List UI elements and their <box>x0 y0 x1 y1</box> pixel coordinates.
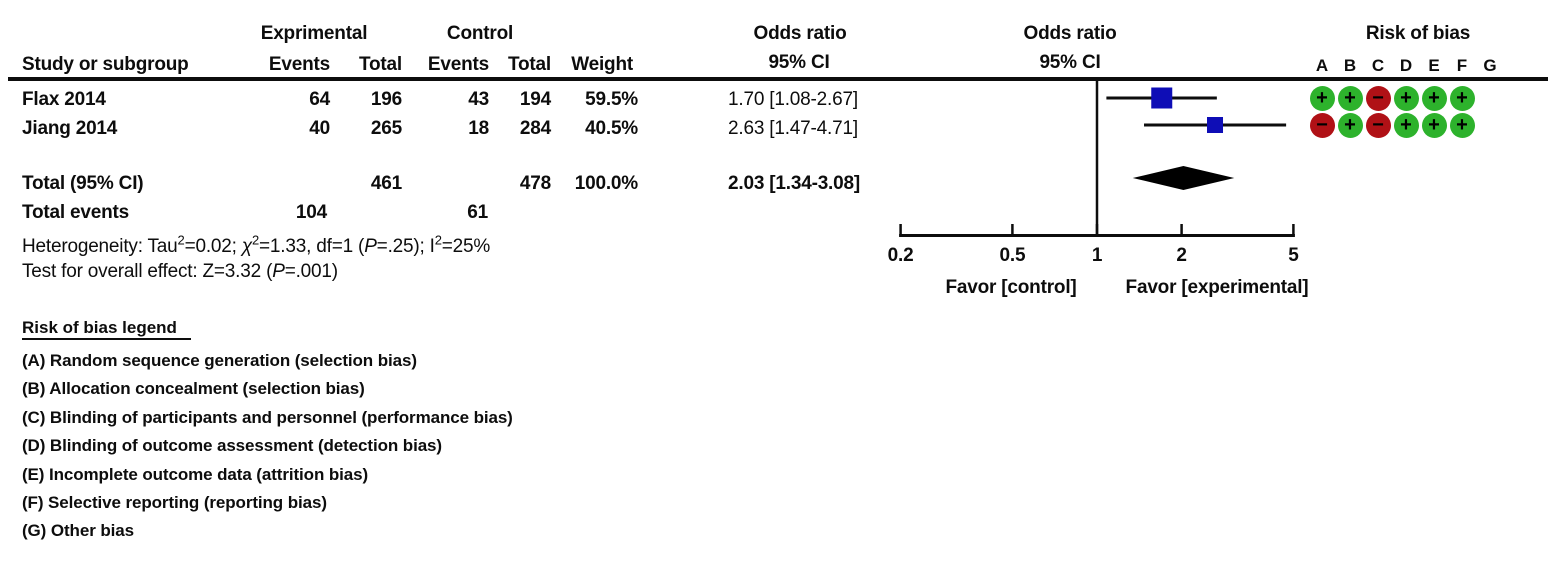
odds-ratio-text-col-header-line2: 95% CI <box>768 52 830 73</box>
total-ctrl-total: 478 <box>519 173 551 194</box>
risk-of-bias-legend-title-text: Risk of bias legend <box>22 318 191 340</box>
exp-events-value: 40 <box>309 118 330 139</box>
axis-tick-label: 2 <box>1176 245 1187 266</box>
legend-item-key: (B) <box>22 379 46 399</box>
ctrl-total-value: 194 <box>519 89 551 110</box>
axis-tick-label: 1 <box>1091 245 1103 266</box>
exp-total-column-header: Total <box>359 54 402 75</box>
risk-of-bias-legend-title: Risk of bias legend <box>22 318 191 340</box>
ctrl-total-column-header: Total <box>508 54 551 75</box>
control-group-header: Control <box>446 23 514 44</box>
legend-item: (D) Blinding of outcome assessment (dete… <box>22 434 442 457</box>
exp-total-value: 196 <box>370 89 402 110</box>
rob-column-letter: E <box>1428 56 1440 75</box>
low-risk-circle: + <box>1421 112 1447 138</box>
low-risk-circle: + <box>1309 85 1335 111</box>
low-risk-circle: + <box>1393 112 1419 138</box>
legend-item-key: (D) <box>22 436 46 456</box>
legend-item: (B) Allocation concealment (selection bi… <box>22 377 365 400</box>
ctrl-events-value: 43 <box>468 89 489 110</box>
weight-value: 40.5% <box>585 118 638 139</box>
favor-experimental-label: Favor [experimental] <box>1125 277 1309 298</box>
experimental-group-header: Exprimental <box>260 23 368 44</box>
high-risk-circle: − <box>1365 85 1391 111</box>
odds-ratio-text-col-header-line1: Odds ratio <box>753 23 847 44</box>
exp-events-value: 64 <box>309 89 330 110</box>
total-events-label: Total events <box>22 202 130 223</box>
low-risk-circle: + <box>1449 85 1475 111</box>
total-events-ctrl: 61 <box>467 202 488 223</box>
rob-column-letter: C <box>1371 56 1385 75</box>
legend-item-key: (C) <box>22 407 46 427</box>
heterogeneity-stats: Heterogeneity: Tau2=0.02; χ2=1.33, df=1 … <box>22 232 491 257</box>
high-risk-circle: − <box>1365 112 1391 138</box>
legend-item-key: (E) <box>22 464 45 484</box>
weight-value: 59.5% <box>585 89 638 110</box>
axis-tick-label: 5 <box>1288 245 1299 266</box>
total-or-ci: 2.03 [1.34-3.08] <box>728 173 860 194</box>
low-risk-circle: + <box>1421 85 1447 111</box>
total-exp-total: 461 <box>370 173 402 194</box>
legend-item: (E) Incomplete outcome data (attrition b… <box>22 463 368 486</box>
odds-ratio-plot-header-line1: Odds ratio <box>1023 23 1117 44</box>
total-row-label: Total (95% CI) <box>22 173 144 194</box>
legend-item-text: Selective reporting (reporting bias) <box>43 493 327 512</box>
low-risk-circle: + <box>1449 112 1475 138</box>
effect-square <box>1151 87 1173 109</box>
overall-effect-test: Test for overall effect: Z=3.32 (P=.001) <box>22 261 338 282</box>
or-ci-value: 2.63 [1.47-4.71] <box>728 118 858 139</box>
high-risk-circle: − <box>1309 112 1335 138</box>
study-name: Jiang 2014 <box>22 118 118 139</box>
favor-control-label: Favor [control] <box>945 277 1077 298</box>
ctrl-events-column-header: Events <box>427 54 489 75</box>
legend-item-text: Incomplete outcome data (attrition bias) <box>44 464 369 484</box>
total-events-exp: 104 <box>295 202 327 223</box>
or-ci-value: 1.70 [1.08-2.67] <box>728 89 858 110</box>
total-weight: 100.0% <box>574 173 638 194</box>
legend-item: (G) Other bias <box>22 519 134 542</box>
low-risk-circle: + <box>1393 85 1419 111</box>
total-diamond <box>1132 166 1235 190</box>
risk-of-bias-header: Risk of bias <box>1365 23 1471 44</box>
weight-column-header: Weight <box>571 54 633 75</box>
legend-item-key: (A) <box>22 351 46 370</box>
effect-square <box>1207 117 1224 133</box>
legend-item: (F) Selective reporting (reporting bias) <box>22 491 327 514</box>
rob-column-letter: A <box>1315 56 1329 75</box>
legend-item-key: (F) <box>22 493 44 512</box>
legend-item-text: Allocation concealment (selection bias) <box>45 379 365 399</box>
ctrl-total-value: 284 <box>519 118 551 139</box>
study-name: Flax 2014 <box>22 89 106 110</box>
legend-item-key: (G) <box>22 521 47 541</box>
header-rule <box>8 77 1548 81</box>
study-column-header: Study or subgroup <box>22 54 189 75</box>
ctrl-events-value: 18 <box>468 118 489 139</box>
low-risk-circle: + <box>1337 112 1363 138</box>
odds-ratio-plot-header-line2: 95% CI <box>1039 52 1101 73</box>
legend-item-text: Other bias <box>46 521 134 541</box>
legend-item-text: Blinding of outcome assessment (detectio… <box>45 436 442 456</box>
legend-item: (C) Blinding of participants and personn… <box>22 406 513 429</box>
rob-column-letter: B <box>1343 56 1357 75</box>
rob-column-letter: F <box>1456 56 1468 75</box>
axis-tick-label: 0.2 <box>887 245 914 266</box>
legend-item-text: Random sequence generation (selection bi… <box>45 351 417 370</box>
low-risk-circle: + <box>1337 85 1363 111</box>
legend-item: (A) Random sequence generation (selectio… <box>22 349 417 372</box>
axis-tick-label: 0.5 <box>999 245 1026 266</box>
rob-column-letter: D <box>1399 56 1413 75</box>
exp-total-value: 265 <box>370 118 402 139</box>
legend-item-text: Blinding of participants and personnel (… <box>45 407 513 427</box>
rob-column-letter: G <box>1483 56 1497 75</box>
exp-events-column-header: Events <box>268 54 330 75</box>
